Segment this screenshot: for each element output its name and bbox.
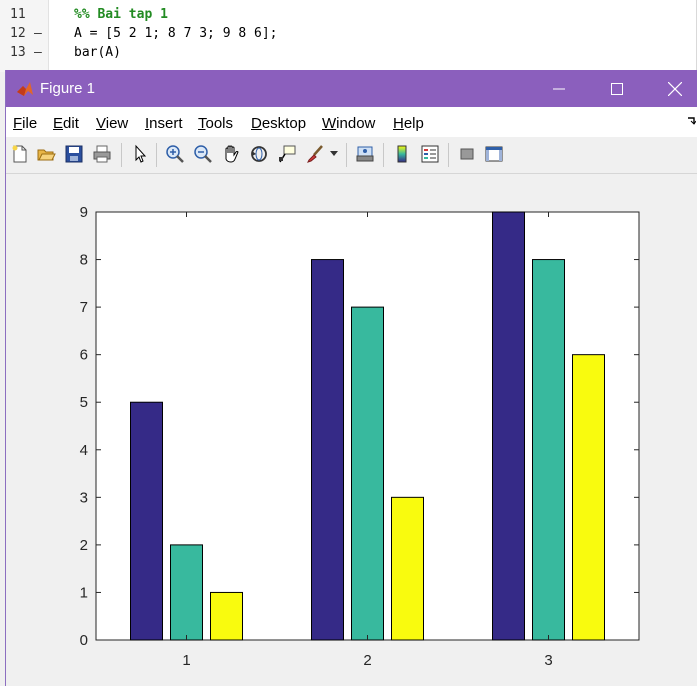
x-tick-label: 1 [182, 652, 190, 669]
pan-hand-icon [225, 145, 239, 163]
select-arrow-button[interactable] [129, 143, 151, 165]
y-tick-label: 5 [80, 394, 88, 411]
maximize-button[interactable] [594, 76, 640, 102]
editor-line[interactable]: 12 – A = [5 2 1; 8 7 3; 9 8 6]; [0, 24, 697, 43]
hide-plot-tools-icon [460, 148, 474, 160]
show-plot-tools-button[interactable] [483, 143, 505, 165]
y-tick-label: 8 [80, 252, 88, 269]
bar-series1-cat3[interactable] [492, 211, 525, 641]
close-icon [668, 82, 682, 96]
brush-icon [307, 145, 323, 163]
y-tick-label: 4 [80, 442, 88, 459]
toolbar-separator [121, 143, 122, 167]
colorbar-icon [397, 145, 407, 163]
bar-series1-cat2[interactable] [311, 259, 344, 641]
breakpoint-marker[interactable]: – [34, 26, 42, 41]
save-icon [65, 145, 83, 163]
y-tick-label: 2 [80, 537, 88, 554]
code-text[interactable]: %% Bai tap 1 [74, 7, 168, 22]
line-number-gutter [0, 0, 49, 72]
y-tick-label: 7 [80, 299, 88, 316]
y-tick-label: 6 [80, 347, 88, 364]
maximize-icon [611, 83, 623, 95]
dock-arrow-icon[interactable] [688, 116, 696, 126]
minimize-button[interactable] [536, 76, 582, 102]
zoom-in-button[interactable] [164, 143, 186, 165]
code-text[interactable]: A = [5 2 1; 8 7 3; 9 8 6]; [74, 26, 278, 41]
colorbar-button[interactable] [391, 143, 413, 165]
bar-series3-cat1[interactable] [210, 591, 243, 641]
legend-button[interactable] [419, 143, 441, 165]
new-figure-icon [12, 145, 27, 163]
hide-plot-tools-button[interactable] [456, 143, 478, 165]
menu-help[interactable]: Help [393, 115, 424, 132]
link-plot-icon [356, 146, 374, 162]
line-number: 12 [10, 26, 26, 41]
minimize-icon [553, 88, 565, 90]
brush-dropdown-icon [330, 151, 338, 156]
open-file-icon [37, 149, 56, 161]
editor-line[interactable]: 13 – bar(A) [0, 43, 697, 62]
bar-series2-cat3[interactable] [532, 259, 565, 641]
y-tick-label: 9 [80, 204, 88, 221]
legend-icon [421, 145, 439, 163]
brush-button[interactable] [304, 143, 326, 165]
print-icon [93, 145, 111, 163]
toolbar-separator [448, 143, 449, 167]
new-figure-button[interactable] [9, 143, 31, 165]
line-number: 11 [10, 7, 26, 22]
menu-insert[interactable]: Insert [145, 115, 183, 132]
figure-window: Figure 1 File Edit View Insert Tools Des… [5, 70, 697, 686]
rotate-3d-button[interactable] [248, 143, 270, 165]
data-cursor-icon [279, 145, 296, 163]
breakpoint-marker[interactable]: – [34, 45, 42, 60]
y-tick-label: 0 [80, 632, 88, 649]
print-button[interactable] [91, 143, 113, 165]
menu-bar: File Edit View Insert Tools Desktop Wind… [6, 107, 697, 137]
open-file-button[interactable] [35, 143, 57, 165]
menu-edit[interactable]: Edit [53, 115, 79, 132]
bar-series3-cat3[interactable] [572, 354, 605, 641]
editor-line[interactable]: 11 %% Bai tap 1 [0, 5, 697, 24]
bar-chart[interactable]: 1 2 3 0 1 2 3 4 5 6 7 8 9 [6, 174, 697, 686]
x-tick-label: 3 [544, 652, 552, 669]
bar-series3-cat2[interactable] [391, 496, 424, 641]
y-tick-label: 1 [80, 584, 88, 601]
bar-series2-cat1[interactable] [170, 544, 203, 641]
title-bar[interactable]: Figure 1 [6, 70, 697, 107]
close-button[interactable] [652, 76, 697, 102]
select-arrow-icon [135, 144, 147, 163]
window-title: Figure 1 [40, 80, 96, 97]
menu-file[interactable]: File [13, 115, 38, 132]
line-number: 13 [10, 45, 26, 60]
zoom-in-icon [166, 145, 184, 163]
bar-series1-cat1[interactable] [130, 401, 163, 641]
menu-window[interactable]: Window [322, 115, 376, 132]
x-tick-label: 2 [363, 652, 371, 669]
save-button[interactable] [63, 143, 85, 165]
toolbar-separator [156, 143, 157, 167]
show-plot-tools-icon [485, 146, 503, 162]
data-cursor-button[interactable] [276, 143, 298, 165]
menu-desktop[interactable]: Desktop [251, 115, 307, 132]
bar-series2-cat2[interactable] [351, 306, 384, 641]
menu-view[interactable]: View [96, 115, 129, 132]
pan-button[interactable] [220, 143, 242, 165]
toolbar-separator [346, 143, 347, 167]
figure-toolbar [6, 137, 697, 174]
menu-tools[interactable]: Tools [198, 115, 234, 132]
toolbar-separator [383, 143, 384, 167]
code-text[interactable]: bar(A) [74, 45, 121, 60]
plot-area[interactable]: 1 2 3 0 1 2 3 4 5 6 7 8 9 [6, 174, 697, 686]
zoom-out-button[interactable] [192, 143, 214, 165]
y-tick-label: 3 [80, 489, 88, 506]
rotate-3d-icon [251, 146, 267, 162]
code-editor[interactable]: 11 %% Bai tap 1 12 – A = [5 2 1; 8 7 3; … [0, 0, 697, 72]
brush-dropdown-button[interactable] [328, 143, 340, 165]
zoom-out-icon [194, 145, 212, 163]
matlab-logo-icon [17, 82, 33, 96]
link-plot-button[interactable] [354, 143, 376, 165]
